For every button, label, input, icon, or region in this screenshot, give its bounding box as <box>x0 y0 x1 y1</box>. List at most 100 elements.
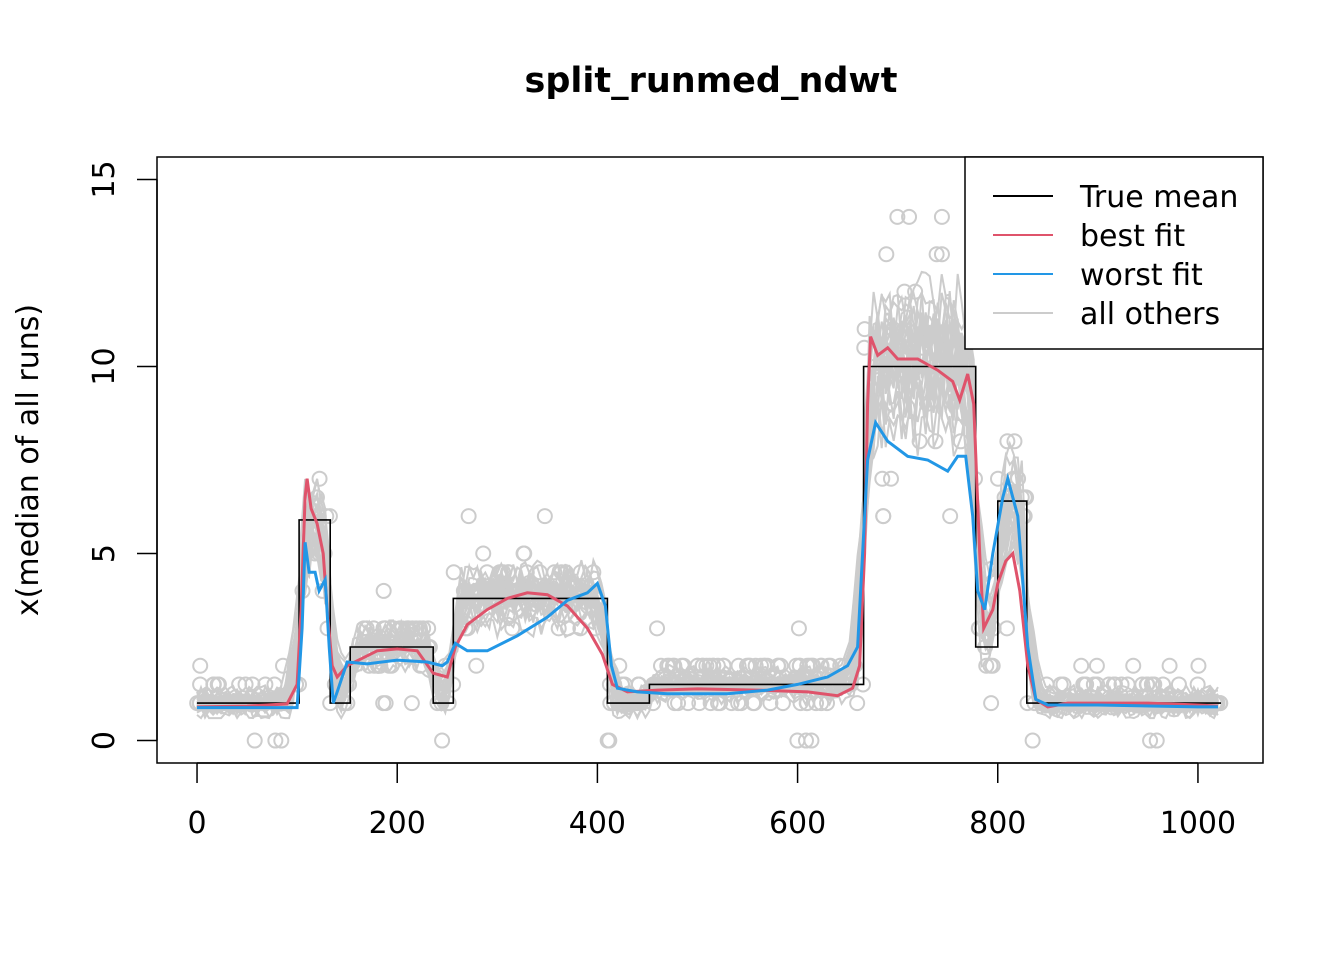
observation-point <box>928 246 945 263</box>
observation-point <box>808 695 825 712</box>
legend-label-best-fit: best fit <box>1080 219 1185 254</box>
main-series-group <box>196 336 1221 710</box>
observation-point <box>1113 676 1130 693</box>
observation-point <box>341 676 358 693</box>
observation-point <box>411 620 428 637</box>
observation-point <box>875 508 892 525</box>
observation-point <box>789 732 806 749</box>
observation-point <box>246 732 263 749</box>
observation-point <box>670 695 687 712</box>
observation-point <box>990 470 1007 487</box>
observation-point <box>901 339 918 356</box>
observation-point <box>664 657 681 674</box>
observation-point <box>1134 676 1151 693</box>
observation-point <box>702 695 719 712</box>
observation-point <box>797 732 814 749</box>
observation-point <box>820 657 837 674</box>
observation-point <box>393 620 410 637</box>
observation-point <box>1170 676 1187 693</box>
observation-point <box>404 620 421 637</box>
x-axis: 0 200 400 600 800 1000 <box>187 762 1236 841</box>
observation-point <box>689 657 706 674</box>
observation-point <box>553 564 570 581</box>
observation-point <box>358 620 375 637</box>
observation-point <box>1142 732 1159 749</box>
observation-point <box>849 695 866 712</box>
observation-point <box>504 620 521 637</box>
observation-point <box>559 620 576 637</box>
observation-point <box>310 508 327 525</box>
observation-point <box>874 470 891 487</box>
observation-point <box>907 283 924 300</box>
observation-point <box>205 676 222 693</box>
observation-point <box>383 657 400 674</box>
observation-point <box>712 695 729 712</box>
observation-point <box>1190 657 1207 674</box>
observation-point <box>266 676 283 693</box>
observation-point <box>952 433 969 450</box>
observation-point <box>557 564 574 581</box>
observation-point <box>715 657 732 674</box>
observation-point <box>515 545 532 562</box>
other-run-line <box>196 291 1219 703</box>
observation-point <box>377 695 394 712</box>
observation-point <box>273 732 290 749</box>
observation-point <box>445 564 462 581</box>
observation-point <box>192 657 209 674</box>
observation-point <box>1006 433 1023 450</box>
y-axis-label: x(median of all runs) <box>11 304 46 616</box>
observation-point <box>1148 732 1165 749</box>
observation-point <box>885 321 902 338</box>
observation-point <box>1010 470 1027 487</box>
observation-point <box>1024 732 1041 749</box>
y-tick-label: 5 <box>87 544 122 563</box>
observation-point <box>365 620 382 637</box>
observation-point <box>933 246 950 263</box>
x-tick-label: 400 <box>569 806 626 841</box>
legend-label-true-mean: True mean <box>1079 180 1238 215</box>
observation-point <box>896 283 913 300</box>
legend-label-all-others: all others <box>1080 297 1220 332</box>
observation-point <box>244 676 261 693</box>
observation-point <box>911 433 928 450</box>
observation-point <box>1138 676 1155 693</box>
x-tick-label: 800 <box>969 806 1026 841</box>
observation-point <box>942 508 959 525</box>
x-tick-label: 0 <box>187 806 206 841</box>
observation-point <box>1078 676 1095 693</box>
observation-point <box>933 208 950 225</box>
observation-point <box>666 695 683 712</box>
observation-point <box>978 657 995 674</box>
x-tick-label: 600 <box>769 806 826 841</box>
observation-point <box>361 657 378 674</box>
observation-point <box>311 545 328 562</box>
observation-point <box>518 564 535 581</box>
observation-point <box>375 582 392 599</box>
observation-point <box>599 732 616 749</box>
observation-point <box>762 695 779 712</box>
observation-point <box>1004 470 1021 487</box>
other-run-line <box>196 324 1219 704</box>
observation-point <box>819 695 836 712</box>
y-tick-label: 0 <box>87 731 122 750</box>
observation-point <box>878 246 895 263</box>
y-axis: 0 5 10 15 <box>87 160 158 750</box>
observation-point <box>698 657 715 674</box>
observation-point <box>799 657 816 674</box>
observation-point <box>1016 489 1033 506</box>
observation-point <box>372 657 389 674</box>
y-tick-label: 10 <box>87 347 122 385</box>
observation-point <box>752 657 769 674</box>
observation-point <box>804 657 821 674</box>
observation-point <box>531 564 548 581</box>
observation-point <box>311 470 328 487</box>
observation-point <box>491 564 508 581</box>
observation-point <box>1089 676 1106 693</box>
observation-point <box>705 657 722 674</box>
observation-point <box>460 508 477 525</box>
observation-point <box>998 620 1015 637</box>
observation-point <box>585 564 602 581</box>
observation-point <box>922 339 939 356</box>
observation-point <box>759 657 776 674</box>
